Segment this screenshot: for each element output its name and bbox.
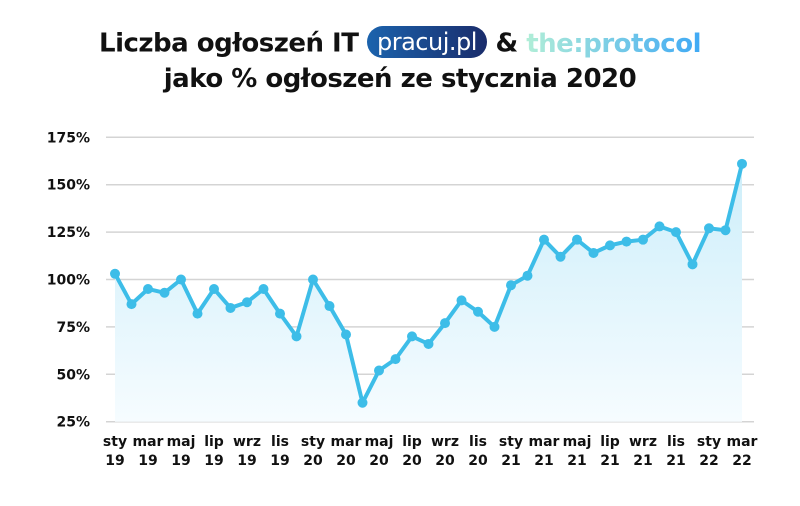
x-tick-label-month: lis bbox=[271, 434, 289, 450]
y-tick-label: 50% bbox=[56, 367, 90, 383]
x-tick-label-month: lip bbox=[600, 434, 620, 450]
x-tick-label-month: maj bbox=[167, 434, 196, 450]
data-point bbox=[308, 274, 318, 285]
data-point bbox=[473, 306, 483, 317]
x-tick-label-year: 20 bbox=[468, 453, 488, 469]
chart-title-line2: jako % ogłoszeń ze stycznia 2020 bbox=[163, 64, 637, 94]
x-tick-label-year: 20 bbox=[435, 453, 455, 469]
data-point bbox=[423, 338, 434, 349]
data-point bbox=[638, 234, 648, 245]
x-tick-label-month: maj bbox=[563, 434, 592, 450]
data-point bbox=[357, 397, 368, 408]
x-tick-label-year: 21 bbox=[600, 453, 619, 469]
x-tick-label-month: wrz bbox=[431, 434, 459, 450]
x-tick-label-month: mar bbox=[331, 434, 362, 450]
x-tick-label-year: 21 bbox=[501, 453, 520, 469]
x-tick-label-month: mar bbox=[133, 434, 164, 450]
x-tick-label-year: 21 bbox=[534, 453, 553, 469]
chart-title-line1: Liczba ogłoszeń IT pracuj.pl & the:proto… bbox=[0, 26, 800, 60]
data-point bbox=[605, 240, 615, 251]
title-ampersand: & bbox=[495, 28, 518, 59]
data-point bbox=[737, 158, 747, 169]
x-tick-label-year: 21 bbox=[633, 453, 652, 469]
data-point bbox=[126, 299, 137, 310]
area-fill bbox=[115, 163, 742, 422]
data-point bbox=[621, 236, 632, 247]
x-tick-label-year: 19 bbox=[270, 453, 289, 469]
x-tick-label-year: 19 bbox=[138, 453, 157, 469]
x-tick-label-year: 20 bbox=[303, 453, 323, 469]
data-point bbox=[159, 287, 170, 298]
data-point bbox=[588, 247, 599, 258]
data-point bbox=[291, 331, 302, 342]
data-point bbox=[704, 223, 714, 234]
data-point bbox=[390, 354, 401, 365]
x-tick-label-month: mar bbox=[727, 434, 758, 450]
x-tick-label-year: 20 bbox=[402, 453, 422, 469]
x-tick-label-year: 22 bbox=[699, 453, 718, 469]
x-tick-label-month: lis bbox=[667, 434, 685, 450]
y-tick-label: 125% bbox=[47, 225, 90, 241]
x-tick-label-month: lip bbox=[402, 434, 422, 450]
y-tick-label: 75% bbox=[56, 320, 90, 336]
x-tick-label-month: sty bbox=[103, 434, 127, 450]
x-tick-label-month: wrz bbox=[233, 434, 261, 450]
x-tick-label-month: lis bbox=[469, 434, 487, 450]
x-tick-label-year: 21 bbox=[666, 453, 685, 469]
data-point bbox=[209, 283, 219, 294]
data-point bbox=[720, 225, 731, 236]
x-tick-label-year: 20 bbox=[369, 453, 389, 469]
data-point bbox=[489, 321, 500, 332]
data-point bbox=[555, 251, 566, 262]
data-point bbox=[110, 268, 120, 279]
theprotocol-logo: the:protocol bbox=[526, 28, 701, 59]
data-point bbox=[258, 283, 269, 294]
pracuj-logo: pracuj.pl bbox=[367, 26, 487, 58]
data-point bbox=[341, 329, 351, 340]
data-point bbox=[687, 259, 698, 270]
x-tick-label-month: sty bbox=[697, 434, 721, 450]
y-tick-label: 25% bbox=[56, 415, 90, 431]
data-point bbox=[324, 301, 335, 312]
data-point bbox=[440, 318, 450, 329]
data-point bbox=[192, 308, 203, 319]
data-point bbox=[143, 283, 153, 294]
y-tick-label: 100% bbox=[47, 273, 90, 289]
data-point bbox=[242, 297, 252, 308]
data-point bbox=[671, 227, 681, 238]
data-point bbox=[374, 365, 384, 376]
x-tick-label-year: 19 bbox=[237, 453, 256, 469]
x-tick-label-month: wrz bbox=[629, 434, 657, 450]
x-tick-label-month: mar bbox=[529, 434, 560, 450]
title-prefix: Liczba ogłoszeń IT bbox=[99, 28, 359, 59]
data-point bbox=[225, 302, 236, 313]
y-tick-label: 150% bbox=[47, 178, 90, 194]
data-point bbox=[456, 295, 467, 306]
data-point bbox=[539, 234, 549, 245]
data-point bbox=[275, 308, 285, 319]
y-tick-label: 175% bbox=[47, 130, 90, 146]
x-tick-label-month: sty bbox=[301, 434, 325, 450]
x-tick-label-year: 19 bbox=[204, 453, 223, 469]
x-tick-label-month: sty bbox=[499, 434, 523, 450]
data-point bbox=[572, 234, 582, 245]
x-tick-label-month: maj bbox=[365, 434, 394, 450]
x-tick-label-year: 21 bbox=[567, 453, 586, 469]
data-point bbox=[506, 280, 516, 291]
x-tick-label-year: 19 bbox=[105, 453, 124, 469]
x-tick-label-month: lip bbox=[204, 434, 224, 450]
x-tick-label-year: 19 bbox=[171, 453, 190, 469]
x-tick-label-year: 20 bbox=[336, 453, 356, 469]
data-point bbox=[522, 270, 533, 281]
data-point bbox=[176, 274, 186, 285]
data-point bbox=[407, 331, 417, 342]
x-tick-label-year: 22 bbox=[732, 453, 751, 469]
data-point bbox=[654, 221, 665, 232]
